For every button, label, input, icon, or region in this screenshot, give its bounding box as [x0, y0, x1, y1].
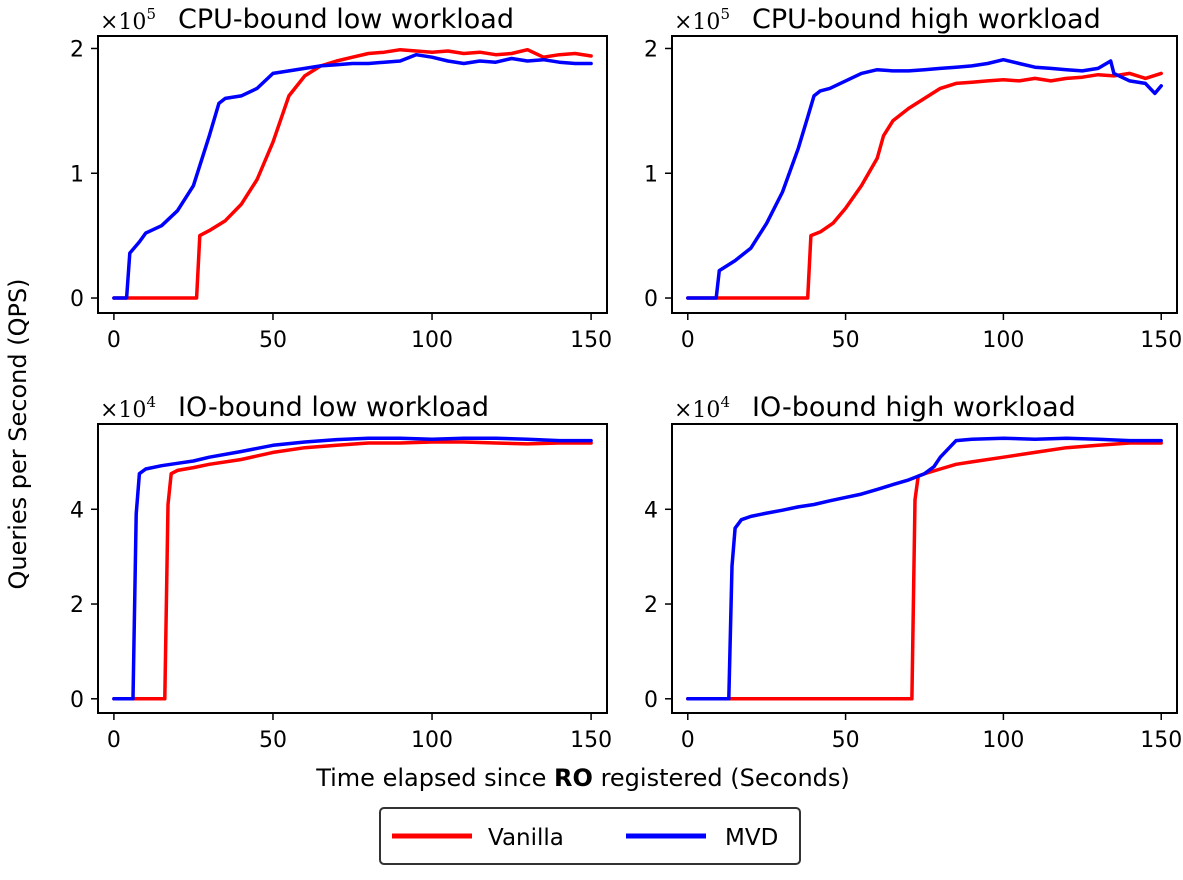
- multiplier-base: ×10: [674, 398, 720, 423]
- y-tick-label: 0: [70, 688, 84, 713]
- y-axis-multiplier: ×104: [100, 393, 156, 423]
- series-line-mvd: [686, 57, 1163, 300]
- y-tick-label: 0: [644, 287, 658, 312]
- x-tick-label: 150: [1140, 728, 1182, 753]
- series-line-vanilla: [112, 47, 593, 300]
- y-axis-multiplier: ×104: [674, 393, 730, 423]
- y-tick-label: 1: [644, 162, 658, 187]
- y-tick-label: 2: [70, 593, 84, 618]
- x-tick-label: 150: [1140, 328, 1182, 353]
- legend-frame: [379, 807, 801, 865]
- x-tick-label: 150: [570, 728, 612, 753]
- chart-panel-cpu-bound-high-workload: 0 50 100 150 0 1 2 ×105 CPU-bound high workload: [644, 4, 1182, 353]
- series-line-vanilla: [686, 71, 1163, 300]
- x-tick-label: 50: [832, 328, 860, 353]
- y-tick-label: 4: [70, 498, 84, 523]
- x-axis-label-part: Time elapsed since: [315, 764, 554, 792]
- y-tick-label: 2: [70, 37, 84, 62]
- y-tick-label: 0: [644, 688, 658, 713]
- y-axis-multiplier: ×105: [100, 5, 156, 35]
- x-axis-label-part: registered (Seconds): [593, 764, 850, 792]
- chart-title: CPU-bound high workload: [752, 4, 1101, 35]
- x-tick-label: 150: [570, 328, 612, 353]
- y-tick-label: 1: [70, 162, 84, 187]
- chart-title: CPU-bound low workload: [178, 4, 514, 35]
- y-tick-label: 4: [644, 498, 658, 523]
- legend-label-mvd: MVD: [725, 825, 778, 851]
- series-line-vanilla: [112, 440, 593, 701]
- x-tick-label: 100: [982, 328, 1024, 353]
- plot-frame: [671, 423, 1178, 714]
- series-line-mvd: [112, 436, 593, 701]
- legend-label-vanilla: Vanilla: [488, 825, 564, 851]
- x-tick-label: 100: [411, 328, 453, 353]
- x-tick-label: 50: [832, 728, 860, 753]
- x-tick-label: 50: [259, 728, 287, 753]
- x-axis-label-emphasis: RO: [554, 764, 593, 792]
- x-axis-label: Time elapsed since RO registered (Second…: [315, 764, 850, 792]
- y-axis-label: Queries per Second (QPS): [4, 278, 32, 589]
- x-tick-label: 0: [681, 328, 695, 353]
- chart-panel-cpu-bound-low-workload: 0 50 100 150 0 1 2 ×105 CPU-bound low workload: [70, 4, 612, 353]
- series-line-mvd: [112, 52, 593, 300]
- x-tick-label: 0: [107, 728, 121, 753]
- multiplier-base: ×10: [100, 398, 146, 423]
- y-axis-multiplier: ×105: [674, 5, 730, 35]
- legend: Vanilla MVD: [379, 807, 801, 865]
- multiplier-exponent: 5: [720, 5, 730, 23]
- x-tick-label: 50: [259, 328, 287, 353]
- x-tick-label: 0: [107, 328, 121, 353]
- multiplier-base: ×10: [100, 10, 146, 35]
- multiplier-exponent: 5: [146, 5, 156, 23]
- plot-frame: [97, 35, 608, 314]
- multiplier-exponent: 4: [720, 393, 730, 411]
- y-tick-label: 0: [70, 287, 84, 312]
- x-tick-label: 100: [982, 728, 1024, 753]
- series-line-mvd: [686, 436, 1163, 701]
- x-tick-label: 0: [681, 728, 695, 753]
- y-tick-label: 2: [644, 37, 658, 62]
- plot-frame: [671, 35, 1178, 314]
- multiplier-exponent: 4: [146, 393, 156, 411]
- y-tick-label: 2: [644, 593, 658, 618]
- multiplier-base: ×10: [674, 10, 720, 35]
- chart-title: IO-bound high workload: [752, 392, 1076, 423]
- x-tick-label: 100: [411, 728, 453, 753]
- chart-title: IO-bound low workload: [178, 392, 489, 423]
- plot-frame: [97, 423, 608, 714]
